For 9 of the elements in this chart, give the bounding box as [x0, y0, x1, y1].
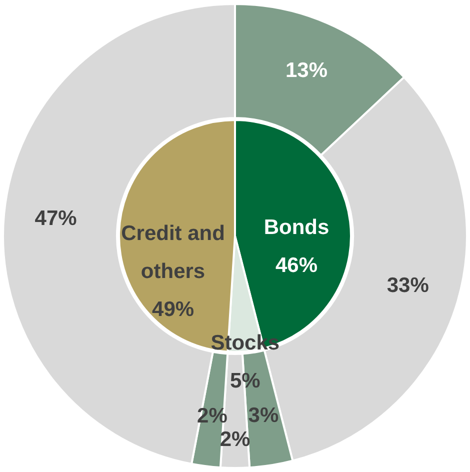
- data-label: 13%: [285, 58, 328, 82]
- data-label: 47%: [34, 207, 78, 230]
- data-label: 49%: [152, 298, 194, 322]
- slice-label: Bonds: [264, 216, 330, 240]
- slice-label: Credit and others: [121, 222, 225, 284]
- data-label: 5%: [230, 370, 261, 393]
- data-label: 3%: [248, 404, 279, 427]
- data-label: 46%: [275, 254, 318, 278]
- data-label: 33%: [386, 274, 430, 298]
